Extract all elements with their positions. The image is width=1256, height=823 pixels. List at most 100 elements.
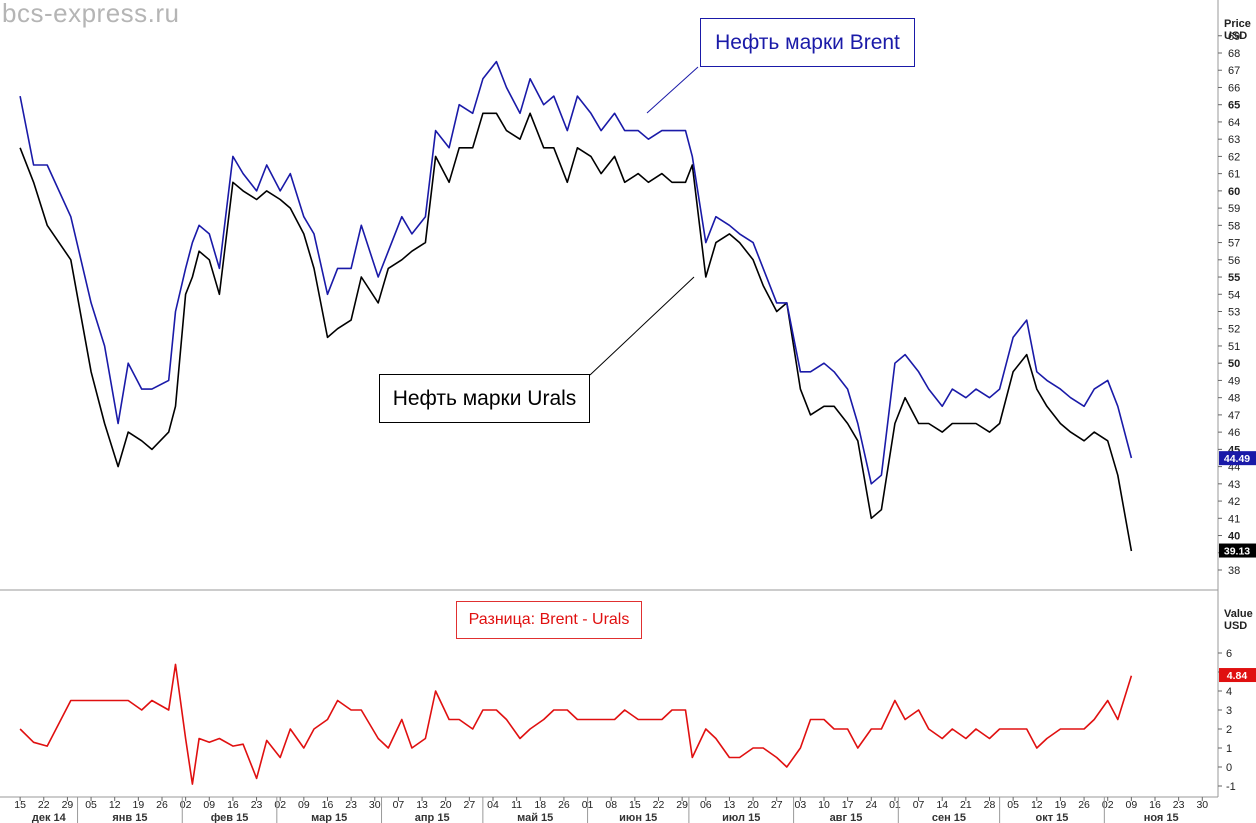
x-tick-label: 08 [605, 799, 617, 811]
x-tick-label: 22 [38, 799, 50, 811]
price-y-tick-label: 49 [1228, 375, 1240, 387]
x-tick-label: 30 [1196, 799, 1208, 811]
price-y-tick-label: 68 [1228, 48, 1240, 60]
value-y-tick-label: 2 [1226, 724, 1232, 736]
month-label: июн 15 [619, 812, 657, 823]
month-label: янв 15 [112, 812, 147, 823]
x-tick-label: 10 [818, 799, 830, 811]
month-label: фев 15 [211, 812, 249, 823]
callout-brent-leader [646, 66, 699, 114]
x-tick-label: 07 [913, 799, 925, 811]
x-tick-label: 13 [724, 799, 736, 811]
series-layer [19, 60, 1133, 785]
x-tick-label: 30 [369, 799, 381, 811]
watermark: bcs-express.ru [2, 0, 180, 28]
x-tick-label: 16 [227, 799, 239, 811]
x-tick-label: 05 [85, 799, 97, 811]
x-tick-label: 27 [464, 799, 476, 811]
x-tick-label: 09 [1126, 799, 1138, 811]
difference-callout: Разница: Brent - Urals [456, 601, 642, 639]
urals-line [19, 112, 1133, 552]
value-y-tick-label: -1 [1226, 781, 1236, 793]
x-tick-label: 21 [960, 799, 972, 811]
value-y-tick-label: 6 [1226, 648, 1232, 660]
price-y-tick-label: 57 [1228, 238, 1240, 250]
x-tick-label: 11 [511, 799, 522, 811]
price-y-tick-label: 56 [1228, 255, 1240, 267]
price-y-tick-label: 69 [1228, 31, 1240, 43]
x-tick-label: 24 [865, 799, 877, 811]
x-tick-label: 23 [345, 799, 357, 811]
brent-line [19, 60, 1133, 485]
price-y-tick-label: 54 [1228, 289, 1240, 301]
x-tick-label: 26 [156, 799, 168, 811]
x-tick-label: 17 [842, 799, 854, 811]
month-label: окт 15 [1036, 812, 1069, 823]
x-tick-label: 26 [1078, 799, 1090, 811]
x-tick-label: 23 [251, 799, 263, 811]
price-y-tick-label: 59 [1228, 203, 1240, 215]
price-y-tick-label: 43 [1228, 479, 1240, 491]
price-y-tick-label: 52 [1228, 324, 1240, 336]
difference-line [19, 663, 1133, 785]
price-y-tick-label: 67 [1228, 65, 1240, 77]
x-tick-label: 20 [747, 799, 759, 811]
month-label: ноя 15 [1144, 812, 1179, 823]
month-label: дек 14 [32, 812, 67, 823]
x-tick-label: 22 [653, 799, 665, 811]
x-tick-label: 15 [14, 799, 26, 811]
x-tick-label: 29 [62, 799, 74, 811]
month-label: июл 15 [722, 812, 760, 823]
x-tick-label: 02 [1102, 799, 1114, 811]
urals-last-value-bg [1219, 543, 1256, 558]
brent-last-value-bg [1219, 451, 1256, 466]
callout-urals-leader [589, 276, 695, 376]
value-axis-title-line1: Value [1224, 608, 1253, 620]
x-tick-label: 26 [558, 799, 570, 811]
x-tick-label: 29 [676, 799, 688, 811]
value-axis-title-line2: USD [1224, 620, 1248, 632]
value-y-tick-label: 3 [1226, 705, 1232, 717]
price-axis-title-line2: USD [1224, 30, 1248, 42]
x-tick-label: 15 [629, 799, 641, 811]
x-tick-label: 23 [1173, 799, 1185, 811]
price-y-tick-label: 53 [1228, 307, 1240, 319]
grid-layer [0, 0, 1219, 798]
price-y-tick-label: 42 [1228, 496, 1240, 508]
value-y-tick-label: 1 [1226, 743, 1232, 755]
x-tick-label: 16 [1149, 799, 1161, 811]
x-tick-label: 07 [393, 799, 405, 811]
month-label: сен 15 [932, 812, 966, 823]
difference-last-value: 4.84 [1227, 670, 1248, 682]
urals-callout: Нефть марки Urals [379, 374, 590, 423]
month-label: мар 15 [311, 812, 347, 823]
price-y-tick-label: 63 [1228, 134, 1240, 146]
x-tick-label: 02 [274, 799, 286, 811]
month-label: май 15 [517, 812, 553, 823]
month-label: авг 15 [830, 812, 863, 823]
price-y-tick-label: 62 [1228, 151, 1240, 163]
price-y-tick-label: 58 [1228, 220, 1240, 232]
price-y-tick-label: 46 [1228, 427, 1240, 439]
difference-last-value-bg [1219, 668, 1256, 683]
month-label: апр 15 [415, 812, 450, 823]
x-tick-label: 01 [889, 799, 901, 811]
x-tick-label: 12 [1031, 799, 1043, 811]
x-tick-label: 20 [440, 799, 452, 811]
x-tick-label: 02 [180, 799, 192, 811]
price-y-tick-label: 38 [1228, 565, 1240, 577]
x-tick-label: 09 [298, 799, 310, 811]
price-y-tick-label: 55 [1228, 272, 1240, 284]
price-y-tick-label: 48 [1228, 393, 1240, 405]
brent-callout: Нефть марки Brent [700, 18, 915, 67]
price-axis-title-line1: Price [1224, 18, 1251, 30]
axis-layer: 3839404142434445464748495051525354555657… [14, 31, 1256, 823]
price-y-tick-label: 65 [1228, 100, 1240, 112]
value-axis-title: Value USD [1224, 608, 1253, 632]
price-y-tick-label: 40 [1228, 531, 1240, 543]
x-tick-label: 18 [534, 799, 546, 811]
urals-last-value: 39.13 [1224, 546, 1250, 558]
x-tick-label: 04 [487, 799, 499, 811]
price-y-tick-label: 41 [1228, 513, 1240, 525]
